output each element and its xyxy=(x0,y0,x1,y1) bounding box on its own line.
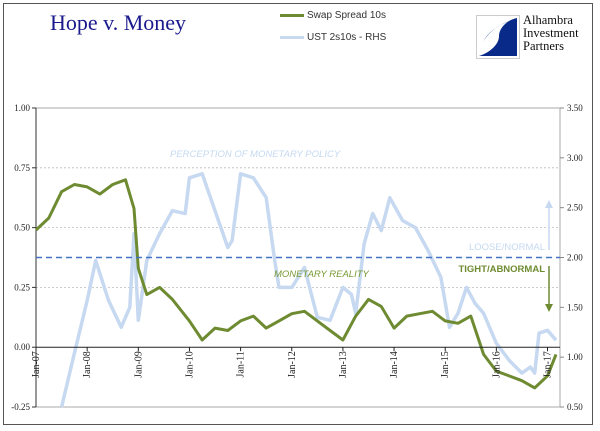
legend-item-ust-2s10s: UST 2s10s - RHS xyxy=(280,32,386,43)
logo-line: Alhambra xyxy=(523,13,573,27)
right-tick-label: 3.00 xyxy=(567,153,583,163)
logo-line: Partners xyxy=(523,39,564,53)
x-tick-label: Jan-16 xyxy=(491,351,502,378)
x-tick-label: Jan-10 xyxy=(184,351,195,378)
annotation-loose: LOOSE/NORMAL xyxy=(469,242,545,253)
series-swap-spread-line xyxy=(34,178,558,390)
annotation-perception: PERCEPTION OF MONETARY POLICY xyxy=(170,149,341,160)
right-tick-label: 1.00 xyxy=(567,352,583,362)
logo-text: Alhambra Investment Partners xyxy=(523,14,579,53)
logo-line: Investment xyxy=(523,26,579,40)
chart-title: Hope v. Money xyxy=(50,10,187,35)
x-tick-label: Jan-13 xyxy=(338,351,349,378)
chart-frame xyxy=(3,3,593,425)
x-tick-label: Jan-17 xyxy=(543,351,554,378)
x-tick-label: Jan-07 xyxy=(31,351,42,378)
left-tick-label: 0.50 xyxy=(14,223,30,233)
left-tick-label: 0.75 xyxy=(14,163,30,173)
legend-swatch-blue xyxy=(280,36,304,39)
x-tick-label: Jan-11 xyxy=(236,351,247,377)
x-tick-label: Jan-12 xyxy=(287,351,298,378)
legend-swatch-green xyxy=(280,14,304,17)
x-tick-label: Jan-14 xyxy=(389,351,400,378)
right-tick-label: 0.50 xyxy=(567,402,583,412)
legend-label: Swap Spread 10s xyxy=(307,10,386,21)
x-tick-label: Jan-08 xyxy=(82,351,93,378)
left-tick-label: 1.00 xyxy=(14,103,30,113)
left-tick-label: 0.25 xyxy=(14,282,30,292)
annotation-reality: MONETARY REALITY xyxy=(274,269,370,280)
logo: Alhambra Investment Partners xyxy=(476,14,592,60)
x-tick-label: Jan-09 xyxy=(133,351,144,378)
right-tick-label: 3.50 xyxy=(567,103,583,113)
arrow-up-head-icon xyxy=(545,200,553,208)
left-tick-label: 0.00 xyxy=(14,342,30,352)
legend-label: UST 2s10s - RHS xyxy=(307,32,387,43)
right-tick-label: 2.50 xyxy=(567,203,583,213)
legend-item-swap-spread: Swap Spread 10s xyxy=(280,10,386,21)
right-tick-label: 2.00 xyxy=(567,253,583,263)
right-tick-label: 1.50 xyxy=(567,302,583,312)
logo-mark-icon xyxy=(476,15,520,59)
left-tick-label: -0.25 xyxy=(11,402,30,412)
x-tick-label: Jan-15 xyxy=(440,351,451,378)
arrow-down-head-icon xyxy=(545,304,553,312)
annotation-tight: TIGHT/ABNORMAL xyxy=(458,264,545,275)
